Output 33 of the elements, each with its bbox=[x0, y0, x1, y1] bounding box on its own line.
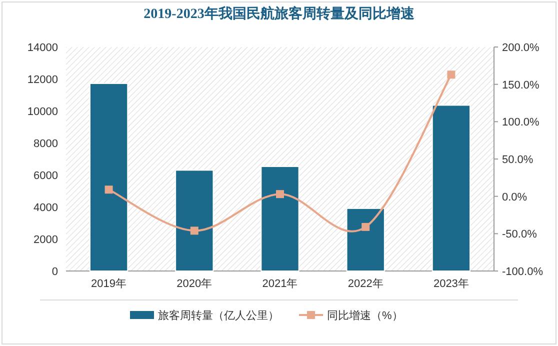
bar bbox=[432, 104, 471, 272]
bar bbox=[89, 82, 128, 272]
y-tick-label: 10000 bbox=[27, 106, 58, 118]
chart-title: 2019-2023年我国民航旅客周转量及同比增速 bbox=[144, 5, 416, 22]
y-tick-label: 8000 bbox=[34, 138, 58, 150]
y-tick-label: 2000 bbox=[34, 234, 58, 246]
y2-tick-label: -100.0% bbox=[502, 266, 544, 278]
bar bbox=[175, 170, 214, 272]
point bbox=[104, 186, 113, 194]
x-tick-label: 2020年 bbox=[176, 278, 212, 290]
y2-tick-label: 150.0% bbox=[502, 79, 540, 92]
x-tick-label: 2021年 bbox=[262, 278, 298, 290]
y-tick-label: 12000 bbox=[27, 74, 58, 86]
y2-tick-label: 100.0% bbox=[502, 116, 540, 129]
point bbox=[447, 70, 456, 79]
y-tick-label: 4000 bbox=[34, 202, 58, 214]
y-tick-label: 0 bbox=[52, 266, 58, 278]
point bbox=[362, 222, 370, 231]
y2-tick-label: -50.0% bbox=[502, 228, 538, 241]
x-tick-label: 2023年 bbox=[433, 278, 469, 290]
y2-tick-label: 50.0% bbox=[502, 154, 534, 166]
bar bbox=[260, 166, 300, 272]
point bbox=[276, 190, 284, 198]
y2-tick-label: 0.0% bbox=[502, 191, 528, 204]
point bbox=[190, 226, 198, 235]
y-tick-label: 14000 bbox=[27, 42, 58, 54]
x-tick-label: 2022年 bbox=[348, 278, 384, 290]
bar bbox=[346, 208, 385, 272]
y-tick-label: 6000 bbox=[34, 170, 58, 182]
legend-label: 旅客周转量（亿人公里） bbox=[158, 309, 279, 322]
y2-tick-label: 200.0% bbox=[502, 42, 540, 54]
legend-label: 同比增速（%） bbox=[327, 309, 403, 322]
x-tick-label: 2019年 bbox=[91, 278, 127, 290]
